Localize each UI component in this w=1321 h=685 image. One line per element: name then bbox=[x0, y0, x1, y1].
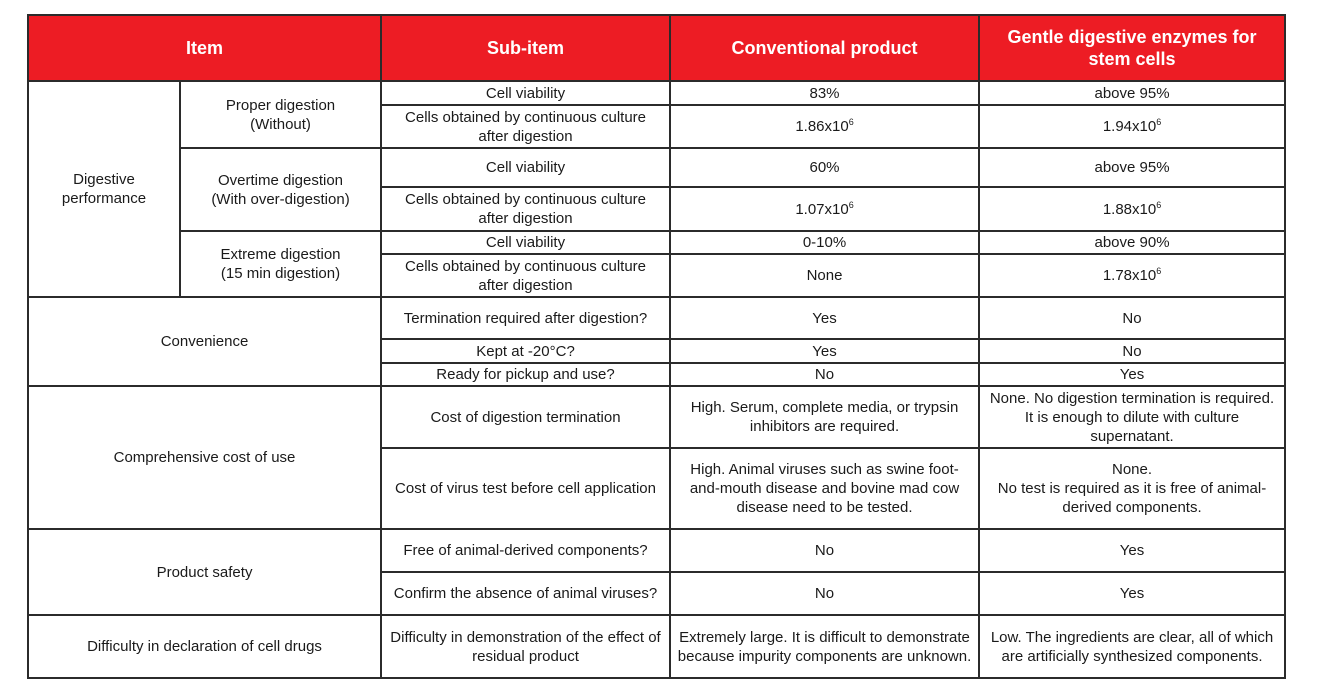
sub-item: Free of animal-derived components? bbox=[380, 528, 672, 573]
value-exponent: 6 bbox=[1156, 266, 1162, 276]
conv-value: No bbox=[669, 528, 981, 573]
gentle-value: Yes bbox=[978, 528, 1287, 573]
conv-value: High. Serum, complete media, or trypsin … bbox=[669, 385, 981, 449]
sub-item: Cell viability bbox=[380, 230, 672, 255]
table-row: Confirm the absence of animal viruses? N… bbox=[28, 571, 1287, 616]
header-item: Item bbox=[26, 14, 383, 82]
sub-item: Cell viability bbox=[380, 147, 672, 188]
gentle-value: Low. The ingredients are clear, all of w… bbox=[978, 614, 1287, 679]
item-declaration: Difficulty in declaration of cell drugs bbox=[26, 614, 383, 679]
header-sub-item: Sub-item bbox=[380, 14, 672, 82]
item-convenience: Convenience bbox=[26, 296, 383, 387]
table-row: Comprehensive cost of use Cost of digest… bbox=[26, 385, 1287, 530]
group-overtime: Overtime digestion (With over-digestion) bbox=[178, 147, 383, 232]
item-cost: Comprehensive cost of use bbox=[26, 385, 383, 530]
table-row: Convenience Termination required after d… bbox=[26, 296, 1287, 387]
comparison-table: Item Sub-item Conventional product Gentl… bbox=[26, 14, 1287, 679]
conv-value: High. Animal viruses such as swine foot-… bbox=[669, 447, 981, 530]
table-row: Ready for pickup and use? No Yes bbox=[28, 362, 1287, 387]
sub-item: Ready for pickup and use? bbox=[380, 362, 672, 387]
gentle-value: None. No digestion termination is requir… bbox=[978, 385, 1287, 449]
header-conventional: Conventional product bbox=[669, 14, 981, 82]
table-row: Difficulty in declaration of cell drugs … bbox=[26, 614, 1287, 679]
sub-item: Cells obtained by continuous culture aft… bbox=[380, 104, 672, 149]
gentle-value: above 95% bbox=[978, 80, 1287, 106]
gentle-value: 1.78x106 bbox=[978, 253, 1287, 298]
conv-value: 1.07x106 bbox=[669, 186, 981, 232]
gentle-value: Yes bbox=[978, 362, 1287, 387]
table-row: Cost of virus test before cell applicati… bbox=[28, 447, 1287, 530]
gentle-value: 1.94x106 bbox=[978, 104, 1287, 149]
table-row: Extreme digestion (15 min digestion) Cel… bbox=[28, 230, 1287, 298]
sub-item: Cost of digestion termination bbox=[380, 385, 672, 449]
conv-value: Yes bbox=[669, 296, 981, 340]
sub-item: Confirm the absence of animal viruses? bbox=[380, 571, 672, 616]
group-extreme: Extreme digestion (15 min digestion) bbox=[178, 230, 383, 298]
gentle-value: No bbox=[978, 296, 1287, 340]
sub-item: Cells obtained by continuous culture aft… bbox=[380, 186, 672, 232]
gentle-value: No bbox=[978, 338, 1287, 364]
table-row: Overtime digestion (With over-digestion)… bbox=[28, 147, 1287, 232]
value-base: 1.86x10 bbox=[795, 118, 849, 135]
sub-item: Cells obtained by continuous culture aft… bbox=[380, 253, 672, 298]
table-row: Cells obtained by continuous culture aft… bbox=[28, 253, 1287, 298]
value-exponent: 6 bbox=[1156, 117, 1162, 127]
header-row: Item Sub-item Conventional product Gentl… bbox=[26, 14, 1287, 82]
header-gentle: Gentle digestive enzymes for stem cells bbox=[978, 14, 1287, 82]
sub-item: Termination required after digestion? bbox=[380, 296, 672, 340]
table-row: Product safety Free of animal-derived co… bbox=[26, 528, 1287, 616]
conv-value: Extremely large. It is difficult to demo… bbox=[669, 614, 981, 679]
sub-item: Cost of virus test before cell applicati… bbox=[380, 447, 672, 530]
value-exponent: 6 bbox=[1156, 199, 1162, 210]
table-row: Digestive performance Proper digestion (… bbox=[27, 80, 1287, 298]
table-row: Cells obtained by continuous culture aft… bbox=[28, 104, 1287, 149]
gentle-value: above 95% bbox=[978, 147, 1287, 188]
conv-value: 83% bbox=[669, 80, 981, 106]
sub-item: Cell viability bbox=[380, 80, 672, 106]
conv-value: No bbox=[669, 362, 981, 387]
conv-value: 0-10% bbox=[669, 230, 981, 255]
sub-item: Kept at -20°C? bbox=[380, 338, 672, 364]
value-base: 1.88x10 bbox=[1102, 200, 1157, 218]
gentle-value: Yes bbox=[978, 571, 1287, 616]
value-exponent: 6 bbox=[848, 117, 854, 127]
item-digestive: Digestive performance bbox=[27, 80, 181, 298]
conv-value: 60% bbox=[669, 147, 981, 188]
table-row: Kept at -20°C? Yes No bbox=[28, 338, 1287, 364]
table-row: Cells obtained by continuous culture aft… bbox=[28, 186, 1287, 232]
value-base: 1.78x10 bbox=[1102, 267, 1157, 284]
gentle-value: 1.88x106 bbox=[978, 186, 1287, 232]
item-safety: Product safety bbox=[26, 528, 383, 616]
sub-item: Difficulty in demonstration of the effec… bbox=[380, 614, 672, 679]
conv-value: Yes bbox=[669, 338, 981, 364]
value-base: 1.94x10 bbox=[1102, 118, 1157, 135]
conv-value: 1.86x106 bbox=[669, 104, 981, 149]
conv-value: No bbox=[669, 571, 981, 616]
gentle-value: above 90% bbox=[978, 230, 1287, 255]
gentle-value: None. No test is required as it is free … bbox=[978, 447, 1287, 530]
value-exponent: 6 bbox=[848, 199, 854, 210]
value-base: 1.07x10 bbox=[795, 200, 849, 218]
group-proper: Proper digestion (Without) bbox=[178, 80, 383, 149]
conv-value: None bbox=[669, 253, 981, 298]
